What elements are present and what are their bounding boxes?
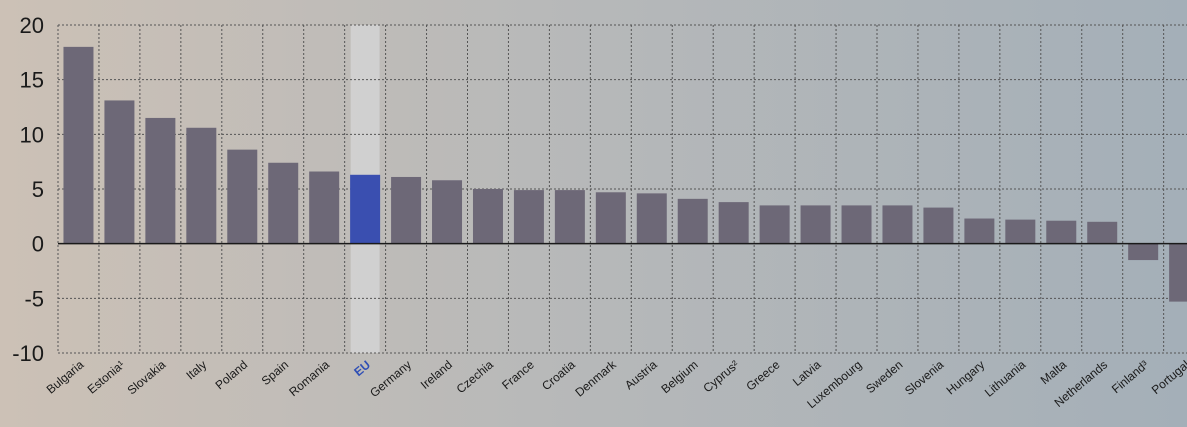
y-tick-label: 15	[20, 68, 44, 93]
x-tick-label: Cyprus²	[700, 358, 741, 396]
bar-lithuania	[1005, 219, 1036, 244]
bar-france	[513, 190, 544, 244]
x-tick-label: Slovakia	[125, 357, 169, 397]
bar-poland	[227, 149, 258, 244]
bar-romania	[309, 171, 340, 244]
bar-netherlands	[1087, 221, 1118, 244]
x-tick-label: Austria	[622, 357, 660, 392]
x-tick-label: Greece	[743, 357, 782, 393]
bar-bulgaria	[63, 46, 94, 244]
bar-latvia	[800, 205, 831, 244]
x-tick-label: Italy	[183, 358, 209, 383]
bar-malta	[1046, 220, 1077, 244]
x-tick-label: Portugal	[1149, 358, 1187, 397]
x-tick-label: Czechia	[454, 357, 496, 396]
grid-layer	[57, 24, 1187, 354]
x-tick-label: Malta	[1038, 357, 1070, 387]
bar-cyprus	[718, 202, 749, 244]
y-tick-label: 0	[32, 232, 44, 257]
y-tick-label: 5	[32, 177, 44, 202]
bar-czechia	[472, 189, 503, 244]
bar-germany	[391, 176, 422, 244]
x-tick-label: Slovenia	[902, 357, 947, 398]
bar-denmark	[595, 192, 626, 244]
bar-layer	[63, 46, 1187, 302]
y-tick-label: -5	[24, 286, 44, 311]
x-tick-label: Lithuania	[982, 357, 1029, 399]
bar-austria	[636, 193, 667, 244]
x-tick-label: Ireland	[418, 358, 455, 392]
bar-finland	[1128, 243, 1159, 261]
x-tick-label: Belgium	[658, 358, 700, 397]
x-tick-label: Sweden	[863, 358, 905, 397]
x-tick-label: Finland³	[1109, 358, 1151, 397]
x-tick-label: Spain	[259, 358, 292, 388]
bar-spain	[268, 162, 299, 244]
x-tick-label: Denmark	[572, 357, 619, 400]
x-tick-label: Poland	[213, 358, 251, 393]
x-tick-label: Hungary	[944, 358, 988, 398]
bar-ireland	[432, 180, 463, 244]
x-tick-label: Estonia¹	[85, 358, 128, 397]
bar-estonia	[104, 100, 135, 244]
bar-croatia	[554, 190, 585, 244]
x-tick-label: Bulgaria	[44, 357, 87, 396]
bar-luxembourg	[841, 205, 872, 244]
bar-greece	[759, 205, 790, 244]
x-tick-label: France	[499, 357, 537, 392]
bar-belgium	[677, 198, 708, 244]
bar-italy	[186, 127, 217, 244]
x-tick-label: Latvia	[790, 357, 824, 389]
bar-slovenia	[923, 207, 954, 244]
x-tick-label: Germany	[367, 358, 414, 400]
y-tick-label: 10	[20, 122, 44, 147]
bar-eu	[350, 174, 381, 244]
bar-hungary	[964, 218, 995, 244]
bar-slovakia	[145, 117, 176, 244]
bar-sweden	[882, 205, 913, 244]
x-tick-label: Romania	[286, 357, 332, 399]
y-tick-label: -10	[12, 341, 44, 366]
bar-portugal	[1169, 243, 1187, 302]
x-tick-label: EU	[351, 358, 373, 379]
y-tick-label: 20	[20, 13, 44, 38]
